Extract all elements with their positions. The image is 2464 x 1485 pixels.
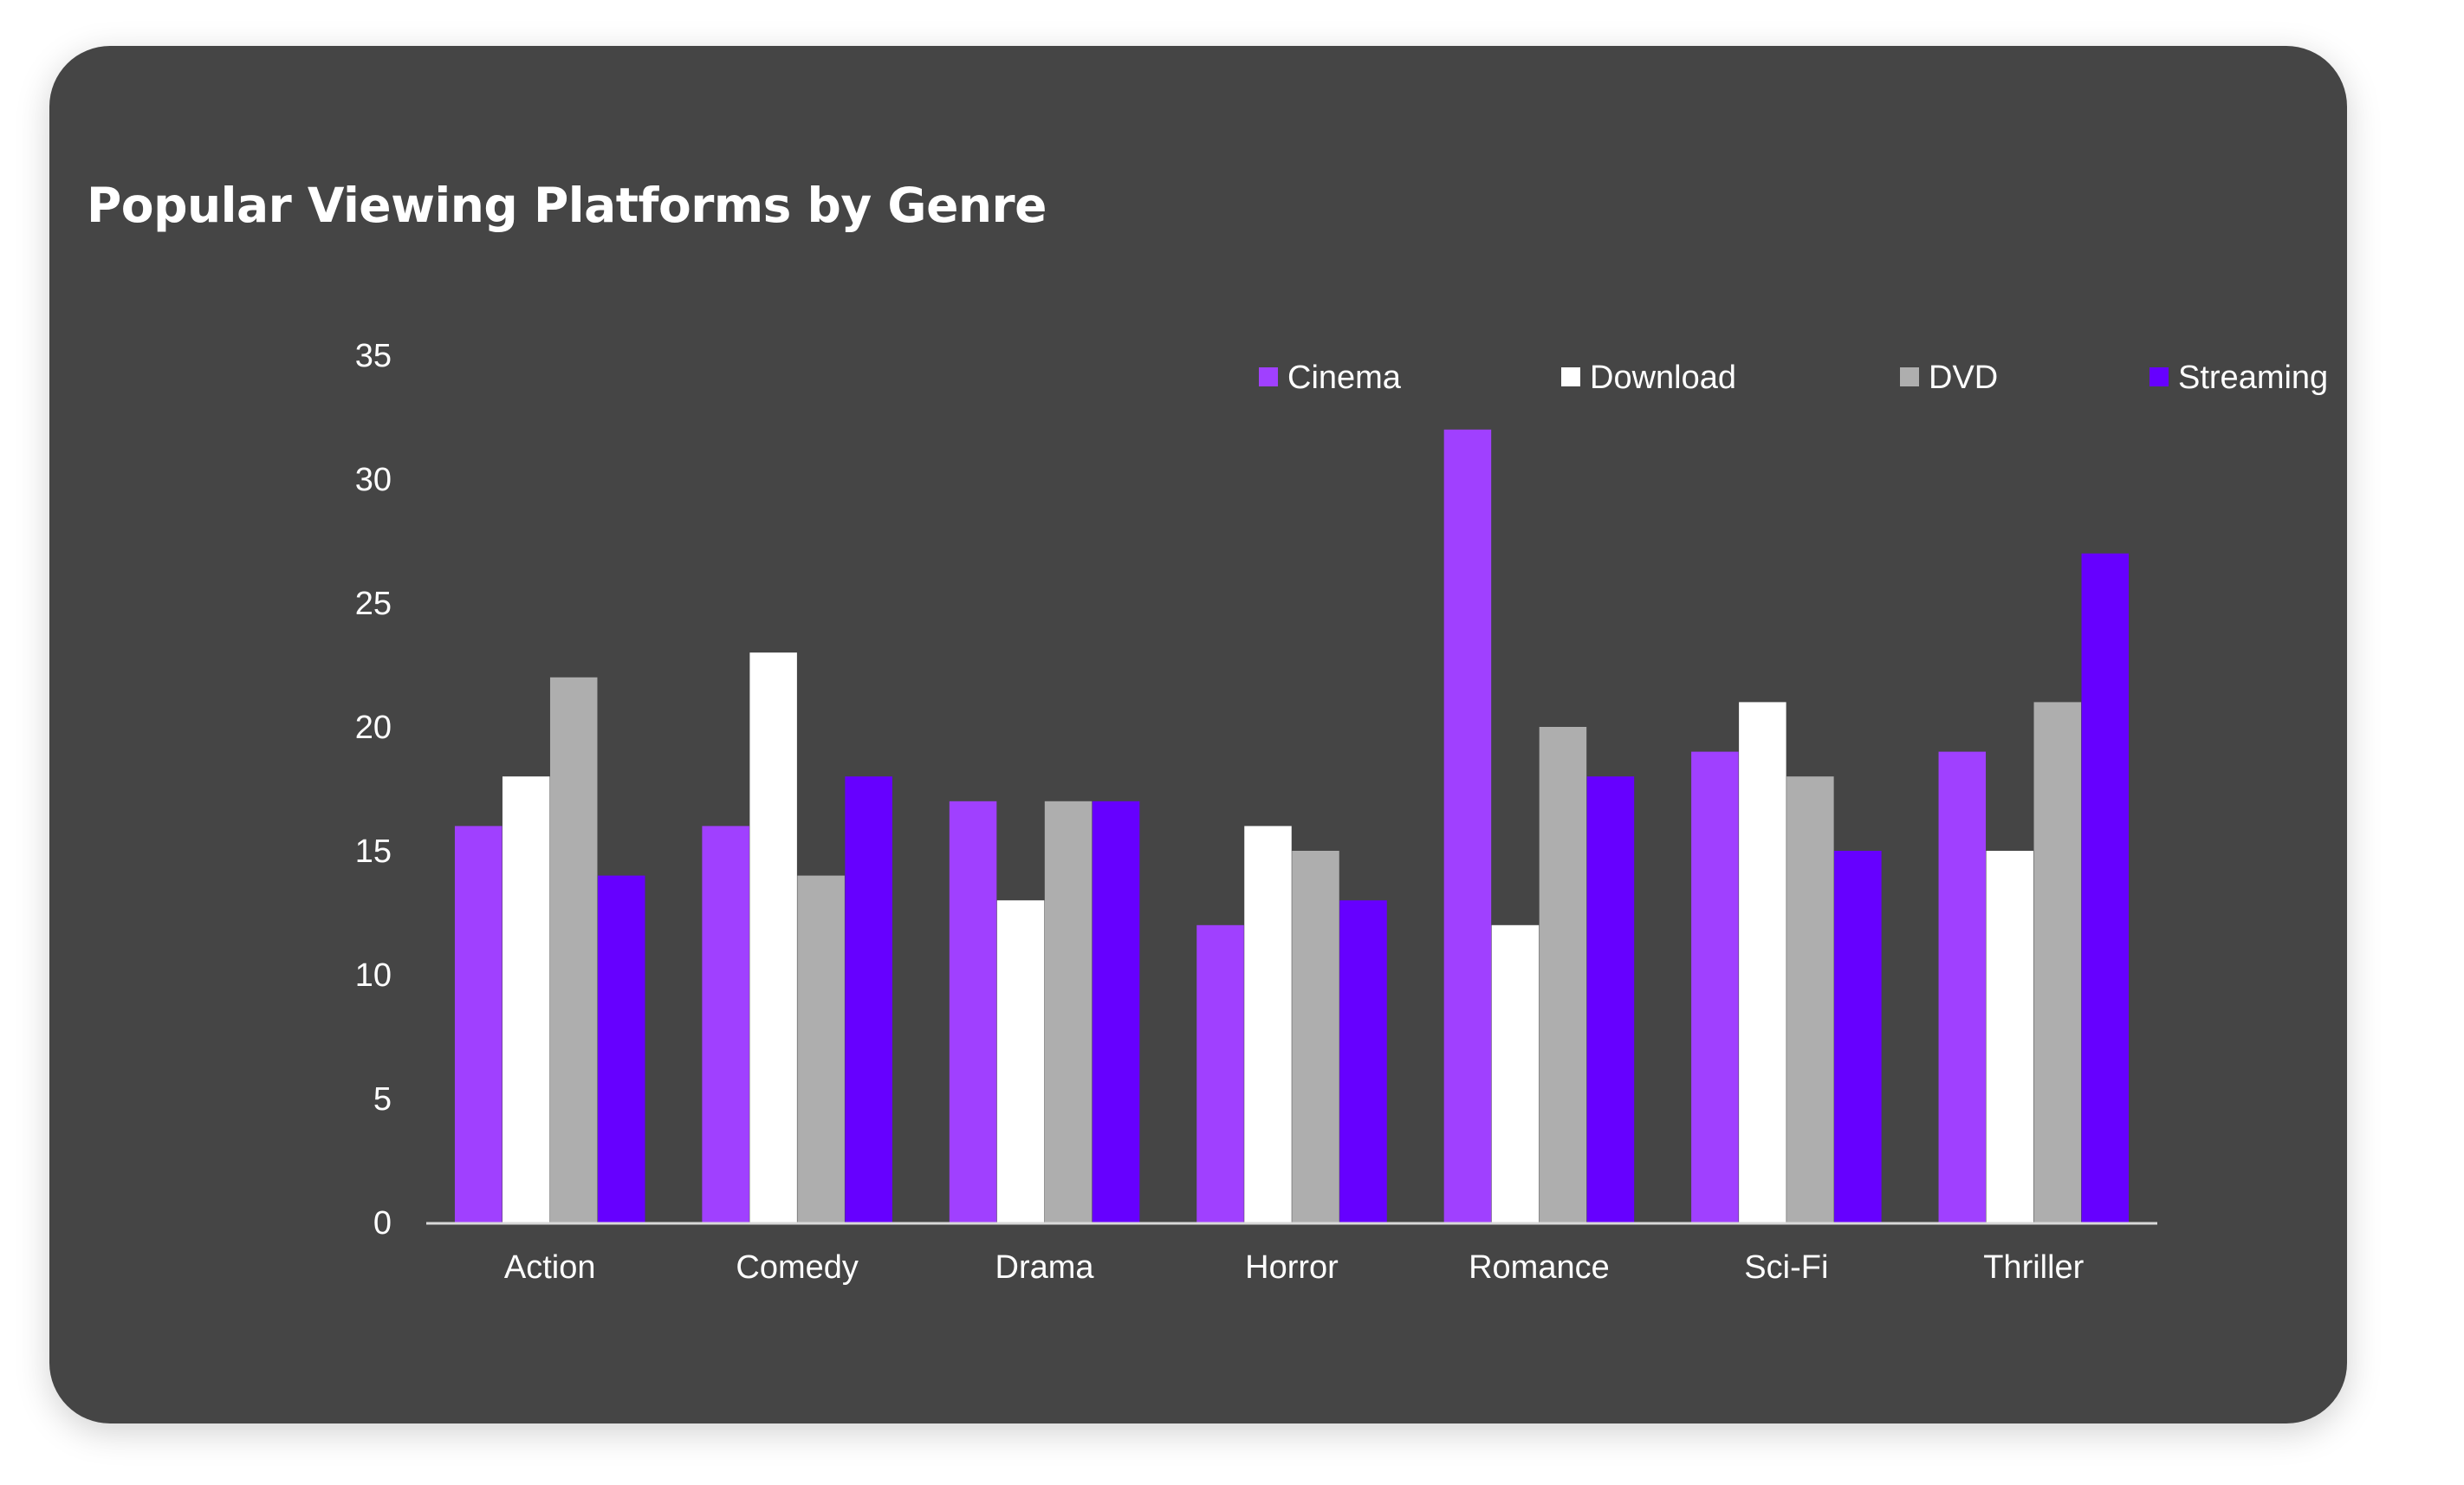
bar-streaming-thriller xyxy=(2081,553,2130,1222)
x-tick-label: Sci-Fi xyxy=(1744,1249,1828,1286)
bar-dvd-action xyxy=(549,677,598,1222)
bar-cinema-comedy xyxy=(702,826,749,1222)
bar-cinema-romance xyxy=(1443,429,1492,1222)
x-tick-label: Horror xyxy=(1245,1249,1339,1286)
x-tick-label: Comedy xyxy=(736,1249,859,1286)
legend-swatch-download xyxy=(1561,367,1580,386)
bar-dvd-thriller xyxy=(2033,702,2082,1222)
bar-dvd-romance xyxy=(1539,727,1587,1222)
legend-swatch-cinema xyxy=(1259,367,1278,386)
bar-download-horror xyxy=(1244,826,1292,1222)
legend-swatch-dvd xyxy=(1900,367,1919,386)
bar-cinema-horror xyxy=(1196,924,1244,1222)
y-tick-label: 15 xyxy=(355,833,392,870)
bar-streaming-drama xyxy=(1092,801,1140,1222)
bar-streaming-action xyxy=(597,875,645,1222)
chart-title: Popular Viewing Platforms by Genre xyxy=(87,178,1047,233)
bar-dvd-drama xyxy=(1044,801,1093,1222)
bar-cinema-action xyxy=(454,826,503,1222)
legend-label-streaming: Streaming xyxy=(2178,360,2328,396)
x-axis: Action Comedy Drama Horror Romance Sci-Fi Thri… xyxy=(504,1249,2085,1286)
legend-label-cinema: Cinema xyxy=(1287,360,1402,396)
y-tick-label: 20 xyxy=(355,710,392,746)
x-tick-label: Drama xyxy=(995,1249,1095,1286)
bar-streaming-horror xyxy=(1339,900,1387,1222)
bar-dvd-comedy xyxy=(797,875,845,1222)
y-tick-label: 30 xyxy=(355,462,392,498)
bar-download-comedy xyxy=(749,652,797,1222)
bar-cinema-sci-fi xyxy=(1691,751,1739,1222)
bar-cinema-drama xyxy=(949,801,997,1222)
legend-label-dvd: DVD xyxy=(1929,360,1998,396)
x-tick-label: Thriller xyxy=(1983,1249,2084,1286)
bar-download-sci-fi xyxy=(1739,702,1786,1222)
legend-swatch-streaming xyxy=(2150,367,2169,386)
y-tick-label: 35 xyxy=(355,338,392,374)
y-axis: 0 5 10 15 20 25 30 35 xyxy=(355,338,392,1242)
bar-dvd-horror xyxy=(1292,851,1339,1222)
bar-streaming-comedy xyxy=(845,776,892,1222)
bar-streaming-sci-fi xyxy=(1834,851,1882,1222)
bar-download-action xyxy=(502,776,550,1222)
y-tick-label: 10 xyxy=(355,957,392,994)
bar-download-drama xyxy=(996,900,1045,1222)
x-tick-label: Action xyxy=(504,1249,596,1286)
y-tick-label: 0 xyxy=(373,1205,392,1242)
y-tick-label: 5 xyxy=(373,1081,392,1118)
bar-cinema-thriller xyxy=(1938,751,1987,1222)
legend: Cinema Download DVD Streaming xyxy=(1259,360,2328,396)
x-tick-label: Romance xyxy=(1469,1249,1610,1286)
bars xyxy=(454,429,2130,1222)
bar-dvd-sci-fi xyxy=(1786,776,1834,1222)
bar-download-thriller xyxy=(1986,851,2034,1222)
bar-streaming-romance xyxy=(1586,776,1635,1222)
bar-download-romance xyxy=(1491,924,1540,1222)
y-tick-label: 25 xyxy=(355,586,392,622)
legend-label-download: Download xyxy=(1590,360,1736,396)
